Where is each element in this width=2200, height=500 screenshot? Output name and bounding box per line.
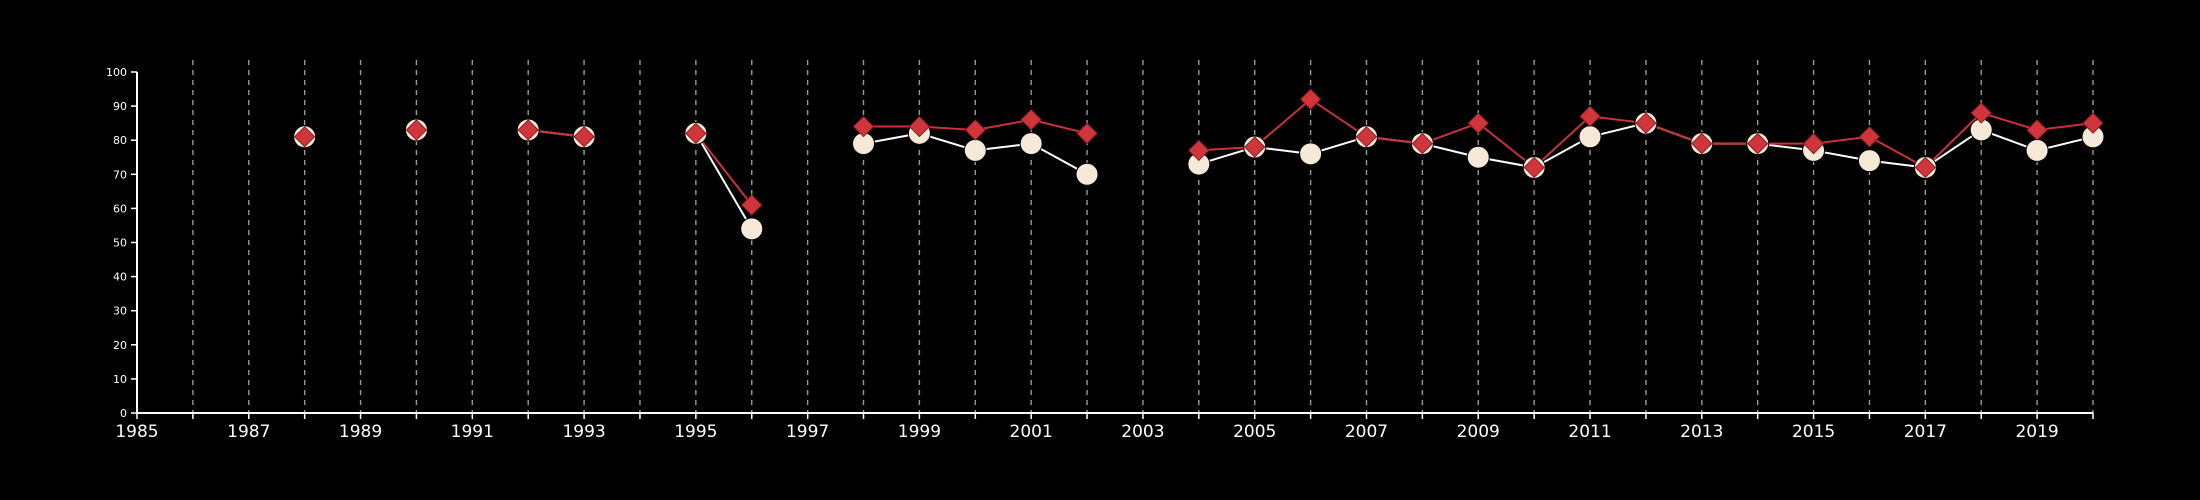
- diamond-point-1990: [405, 119, 428, 141]
- x-tick-label-2003: 2003: [1121, 422, 1164, 442]
- diamond-point-1998: [852, 115, 875, 138]
- diamond-point-2012: [1635, 112, 1657, 134]
- x-tick-label-1993: 1993: [562, 422, 605, 442]
- x-tick-label-2005: 2005: [1233, 422, 1276, 442]
- axes: 0 10 20 30 40 50 60 70 80 90 100 1985 1987 1989 1991 19…: [106, 66, 2094, 442]
- diamond-point-1992: [517, 119, 539, 141]
- diamond-point-2010: [1523, 156, 1545, 179]
- series-diamond-segment-1995-1996: [695, 132, 753, 206]
- x-tick-label-2007: 2007: [1345, 422, 1388, 442]
- series-diamond-segment-2018-2019: [1980, 111, 2038, 131]
- diamond-point-2002: [1076, 122, 1098, 145]
- x-tick-label-1999: 1999: [898, 422, 941, 442]
- diamond-point-2015: [1802, 132, 1825, 155]
- diamond-point-2017: [1914, 156, 1937, 179]
- diamond-point-2006: [1299, 88, 1322, 110]
- series-diamond-segment-2017-2018: [1924, 112, 1982, 169]
- y-tick-label-80: 80: [113, 134, 127, 147]
- x-tick-label-1989: 1989: [339, 422, 382, 442]
- diamond-point-2019: [2026, 119, 2048, 141]
- y-tick-label-10: 10: [113, 373, 127, 386]
- y-tick-label-30: 30: [113, 305, 127, 318]
- x-tick-label-1987: 1987: [227, 422, 270, 442]
- diamond-point-2016: [1858, 126, 1881, 148]
- x-tick-label-1995: 1995: [674, 422, 717, 442]
- diamond-point-1999: [908, 115, 931, 138]
- y-tick-label-70: 70: [113, 168, 127, 181]
- y-tick-label-90: 90: [113, 100, 127, 113]
- circle-point-2011: [1578, 125, 1602, 149]
- circle-point-1996: [740, 217, 764, 241]
- x-tick-label-1991: 1991: [451, 422, 494, 442]
- series-diamond-segment-2005-2006: [1254, 98, 1312, 148]
- diamond-point-2004: [1188, 139, 1210, 162]
- circle-point-2019: [2025, 138, 2049, 162]
- circle-point-2002: [1075, 162, 1099, 186]
- x-tick-label-2011: 2011: [1568, 422, 1611, 442]
- y-tick-label-100: 100: [106, 66, 127, 79]
- series-diamond-segment-2001-2002: [1030, 118, 1088, 135]
- diamond-point-1988: [293, 126, 316, 148]
- x-tick-label-2001: 2001: [1010, 422, 1053, 442]
- diamond-point-2018: [1970, 102, 1992, 124]
- x-tick-label-1997: 1997: [786, 422, 829, 442]
- circle-point-2009: [1466, 145, 1490, 169]
- y-tick-label-40: 40: [113, 271, 127, 284]
- series-group: [293, 88, 2105, 241]
- x-tick-label-1985: 1985: [115, 422, 158, 442]
- circle-point-2016: [1857, 149, 1881, 173]
- x-tick-label-2013: 2013: [1680, 422, 1723, 442]
- y-tick-label-0: 0: [120, 407, 127, 420]
- gridlines: [192, 60, 2094, 413]
- series-circle-segment-1995-1996: [694, 132, 753, 230]
- x-tick-label-2017: 2017: [1904, 422, 1947, 442]
- x-tick-label-2009: 2009: [1457, 422, 1500, 442]
- diamond-point-1995: [685, 122, 707, 145]
- diamond-point-2005: [1244, 136, 1266, 158]
- diamond-point-2008: [1411, 132, 1434, 155]
- x-tick-label-2015: 2015: [1792, 422, 1835, 442]
- series-diamond-segment-2000-2001: [975, 118, 1032, 131]
- x-tick-label-2019: 2019: [2015, 422, 2058, 442]
- diamond-point-2001: [1020, 109, 1042, 131]
- diamond-point-2020: [2082, 112, 2104, 134]
- circle-point-2000: [963, 138, 987, 162]
- diamond-point-2011: [1579, 105, 1601, 128]
- series-diamond-segment-2009-2010: [1477, 122, 1535, 169]
- circle-point-2006: [1299, 142, 1323, 166]
- y-tick-label-50: 50: [113, 237, 127, 250]
- diamond-point-1993: [573, 126, 595, 148]
- series-diamond-segment-2010-2011: [1533, 115, 1591, 169]
- diamond-point-2007: [1355, 126, 1378, 148]
- y-tick-label-20: 20: [113, 339, 127, 352]
- diamond-point-2013: [1691, 132, 1713, 155]
- diamond-point-2000: [964, 119, 986, 141]
- diamond-point-2014: [1746, 132, 1769, 155]
- y-tick-label-60: 60: [113, 202, 127, 215]
- circle-point-2001: [1019, 132, 1043, 156]
- diamond-point-1996: [741, 194, 763, 216]
- diamond-point-2009: [1467, 112, 1489, 134]
